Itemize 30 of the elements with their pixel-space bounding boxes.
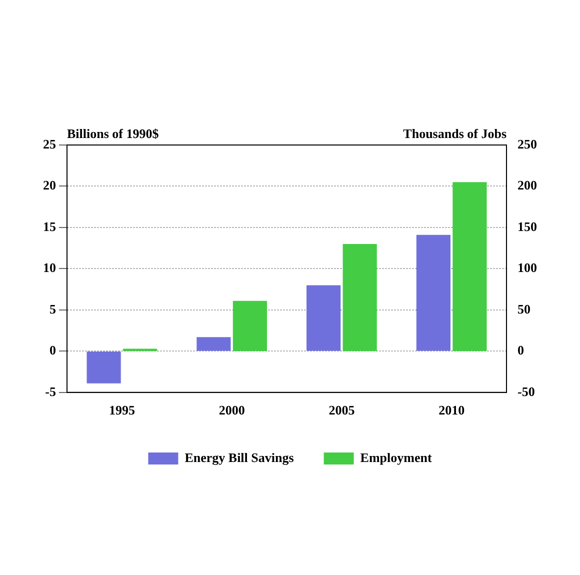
- bar: [306, 285, 341, 351]
- x-tick-label: 2000: [218, 402, 245, 418]
- x-tick-label: 2010: [438, 402, 465, 418]
- bar: [416, 234, 450, 351]
- y-tick-label: 0: [50, 342, 56, 358]
- y2-tick-label: 0: [518, 342, 524, 358]
- y-tick-label: 20: [43, 178, 56, 193]
- bar: [86, 351, 121, 384]
- legend-label: Energy Bill Savings: [184, 450, 294, 465]
- bar: [452, 182, 487, 352]
- y-tick-label: 10: [43, 260, 56, 276]
- x-tick-label: 2005: [328, 402, 356, 418]
- bar: [196, 337, 231, 351]
- y-tick-label: -5: [45, 384, 56, 399]
- bar: [123, 348, 158, 352]
- y2-tick-label: 200: [518, 178, 537, 193]
- bar: [232, 300, 267, 352]
- y2-tick-label: 50: [518, 301, 530, 316]
- y-tick-label: 25: [43, 136, 56, 152]
- y2-tick-label: 250: [518, 136, 537, 152]
- y-axis-title: Billions of 1990$: [67, 126, 160, 141]
- y2-tick-label: -50: [518, 384, 535, 399]
- y-tick-label: 5: [50, 301, 56, 316]
- y2-tick-label: 100: [518, 260, 537, 276]
- bar: [342, 244, 377, 352]
- legend-label: Employment: [360, 450, 432, 465]
- y-tick-label: 15: [43, 218, 56, 234]
- x-tick-label: 1995: [108, 402, 136, 418]
- y2-axis-title: Thousands of Jobs: [403, 126, 506, 141]
- y2-tick-label: 150: [518, 218, 537, 234]
